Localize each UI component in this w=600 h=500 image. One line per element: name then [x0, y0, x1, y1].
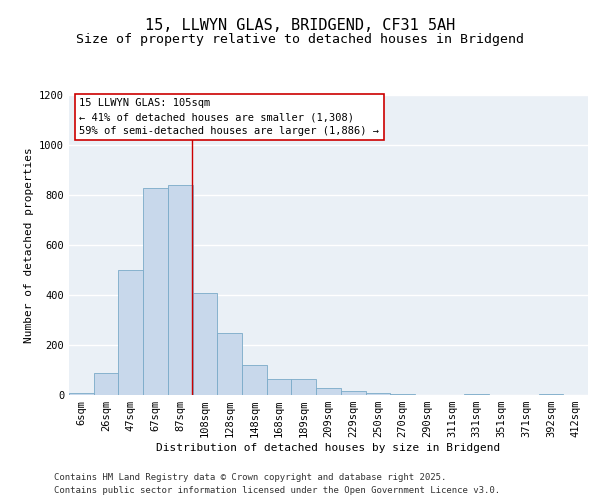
Bar	[242, 365, 267, 395]
Bar	[464, 394, 489, 395]
Bar	[193, 292, 217, 395]
Text: 15, LLWYN GLAS, BRIDGEND, CF31 5AH: 15, LLWYN GLAS, BRIDGEND, CF31 5AH	[145, 18, 455, 32]
Text: Contains HM Land Registry data © Crown copyright and database right 2025.: Contains HM Land Registry data © Crown c…	[54, 472, 446, 482]
X-axis label: Distribution of detached houses by size in Bridgend: Distribution of detached houses by size …	[157, 443, 500, 453]
Text: Contains public sector information licensed under the Open Government Licence v3: Contains public sector information licen…	[54, 486, 500, 495]
Text: 15 LLWYN GLAS: 105sqm
← 41% of detached houses are smaller (1,308)
59% of semi-d: 15 LLWYN GLAS: 105sqm ← 41% of detached …	[79, 98, 379, 136]
Bar	[365, 392, 390, 395]
Bar	[316, 388, 341, 395]
Bar	[168, 185, 193, 395]
Bar	[390, 394, 415, 395]
Bar	[267, 379, 292, 395]
Bar	[341, 391, 365, 395]
Bar	[539, 394, 563, 395]
Text: Size of property relative to detached houses in Bridgend: Size of property relative to detached ho…	[76, 32, 524, 46]
Bar	[143, 188, 168, 395]
Bar	[118, 270, 143, 395]
Bar	[69, 392, 94, 395]
Bar	[94, 372, 118, 395]
Bar	[292, 379, 316, 395]
Bar	[217, 332, 242, 395]
Y-axis label: Number of detached properties: Number of detached properties	[23, 147, 34, 343]
